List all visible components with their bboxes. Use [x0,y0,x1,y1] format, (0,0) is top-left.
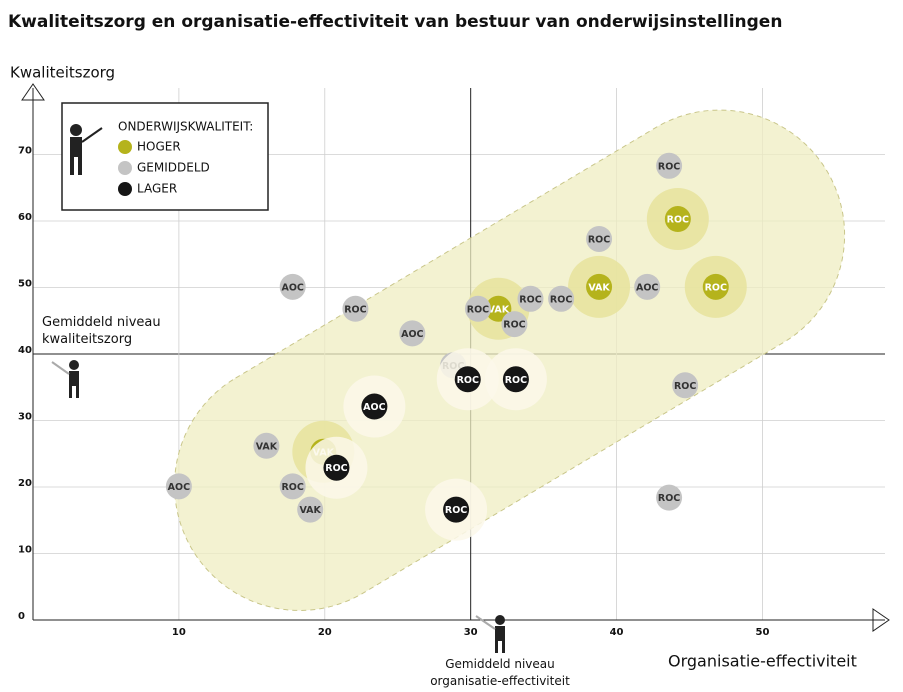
x-tick-label: 50 [755,627,769,638]
x-tick-label: 40 [610,627,624,638]
point-label: ROC [445,505,467,516]
legend-figure [70,124,103,175]
point-label: AOC [281,282,303,293]
y-tick-label: 30 [18,412,32,423]
point [323,454,350,481]
point [586,273,613,300]
point [656,152,683,179]
legend-label: GEMIDDELD [137,161,210,175]
point-label: ROC [550,294,572,305]
point-label: VAK [299,505,321,516]
legend-label: LAGER [137,182,177,196]
figure-y [51,360,79,398]
point [279,473,306,500]
point-label: ROC [519,294,541,305]
x-tick-label: 10 [172,627,186,638]
x-tick-label: 20 [318,627,332,638]
point-label: VAK [588,282,610,293]
chart-title: Kwaliteitszorg en organisatie-effectivit… [8,12,782,32]
y-tick-label: 20 [18,478,32,489]
legend-swatch [118,182,132,196]
y-tick-label: 70 [18,146,32,157]
point-label: ROC [667,215,689,226]
point [297,496,324,523]
point [464,295,491,322]
annotation: Gemiddeld niveau organisatie-effectivitei… [430,657,570,688]
point-label: ROC [281,482,303,493]
point-label: AOC [401,329,423,340]
point [634,273,661,300]
y-tick-label: 60 [18,212,32,223]
legend-label: HOGER [137,140,181,154]
point-label: AOC [636,282,658,293]
point-label: ROC [674,381,696,392]
point-label: ROC [505,375,527,386]
point-label: ROC [325,463,347,474]
point [517,285,544,312]
point [443,496,470,523]
point [656,484,683,511]
legend: ONDERWIJSKWALITEIT: [61,102,269,211]
point [279,273,306,300]
x-axis [33,608,890,632]
y-tick-label: 40 [18,345,32,356]
legend-box [61,102,269,211]
figure-x [475,615,505,653]
point-label: AOC [168,482,190,493]
x-axis-title: Organisatie-effectiviteit [668,652,857,671]
point-label: ROC [457,375,479,386]
point-label: VAK [256,441,278,452]
point-label: ROC [588,234,610,245]
y-axis-title: Kwaliteitszorg [10,64,115,82]
y-tick-label: 50 [18,279,32,290]
x-tick-label: 30 [464,627,478,638]
point [672,372,699,399]
point-label: ROC [658,493,680,504]
point-label: ROC [344,304,366,315]
point-label: AOC [363,402,385,413]
point [253,432,280,459]
y-tick-label: 10 [18,545,32,556]
point-label: VAK [488,304,510,315]
point [586,225,613,252]
point [361,393,388,420]
point [664,206,691,233]
point [165,473,192,500]
point-label: ROC [658,161,680,172]
point [502,366,529,393]
legend-swatch [118,140,132,154]
point [501,311,528,338]
annotation: Gemiddeld niveau kwaliteitszorg [42,315,161,347]
point [342,295,369,322]
legend-title: ONDERWIJSKWALITEIT: [118,120,253,134]
point [454,366,481,393]
marks: ROCVAKROCVAKVAKROCROCAOCROCAOCROCROCROCR… [165,152,747,541]
point [399,320,426,347]
point-label: ROC [705,282,727,293]
y-axis [21,83,45,620]
point [548,285,575,312]
y-tick-label: 0 [18,611,25,622]
point-label: ROC [503,320,525,331]
legend-swatch [118,161,132,175]
point-label: ROC [467,304,489,315]
point [702,273,729,300]
